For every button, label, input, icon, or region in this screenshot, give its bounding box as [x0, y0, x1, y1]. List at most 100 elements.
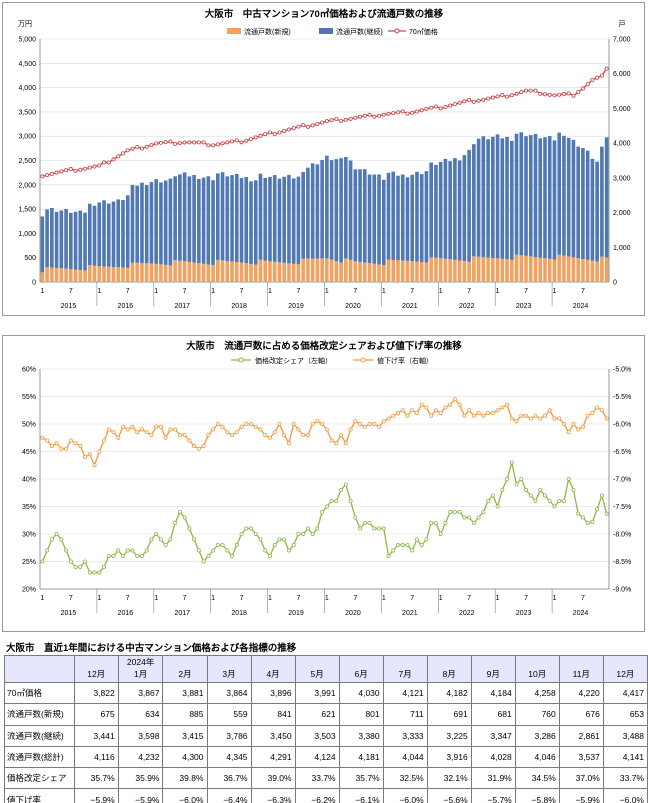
price-point [264, 133, 267, 136]
bar-new-listings [45, 267, 49, 282]
revision-share-point [254, 532, 257, 535]
markdown-rate-point [520, 414, 523, 417]
bar-continuing-listings [567, 138, 571, 257]
price-point [586, 83, 589, 86]
legend-swatch [227, 28, 241, 34]
price-point [74, 169, 77, 172]
left-tick-label: 4,000 [18, 85, 36, 92]
bar-continuing-listings [420, 174, 424, 262]
table-cell: 2,861 [559, 725, 603, 746]
left-tick-label: 20% [22, 587, 36, 594]
month-tick-label: 7 [581, 288, 585, 295]
price-point [60, 170, 63, 173]
month-tick-label: 1 [154, 595, 158, 602]
price-point [302, 124, 305, 127]
revision-share-point [358, 527, 361, 530]
bar-new-listings [159, 264, 163, 282]
markdown-rate-point [453, 398, 456, 401]
markdown-rate-point [529, 417, 532, 420]
table-month-header: 2月 [163, 656, 207, 683]
bar-new-listings [154, 264, 158, 282]
year-label: 2018 [231, 303, 247, 310]
markdown-rate-point [581, 425, 584, 428]
bar-new-listings [69, 269, 73, 282]
price-point [93, 165, 96, 168]
markdown-rate-point [411, 409, 414, 412]
bar-continuing-listings [74, 212, 78, 270]
bar-new-listings [482, 257, 486, 282]
table-cell: 4,046 [515, 746, 559, 767]
table-corner-cell [5, 656, 75, 683]
markdown-rate-point [240, 425, 243, 428]
price-point [401, 110, 404, 113]
bar-continuing-listings [311, 163, 315, 258]
table-cell: 35.7% [74, 768, 118, 789]
price-point [373, 115, 376, 118]
bar-new-listings [600, 257, 604, 282]
revision-share-point [562, 499, 565, 502]
bar-continuing-listings [159, 182, 163, 264]
bar-continuing-listings [197, 179, 201, 263]
table-cell: 885 [163, 704, 207, 725]
bar-continuing-listings [230, 175, 234, 261]
markdown-rate-point [216, 422, 219, 425]
table-cell: 33.7% [295, 768, 339, 789]
price-point [406, 112, 409, 115]
table-row-label: 価格改定シェア [5, 768, 75, 789]
markdown-rate-point [468, 409, 471, 412]
markdown-rate-point [145, 431, 148, 434]
month-tick-label: 1 [496, 595, 500, 602]
month-tick-label: 7 [183, 288, 187, 295]
month-tick-label: 1 [268, 595, 272, 602]
markdown-rate-point [278, 422, 281, 425]
bar-continuing-listings [387, 173, 391, 260]
table-cell: 675 [74, 704, 118, 725]
price-point [434, 105, 437, 108]
revision-share-point [586, 521, 589, 524]
bar-new-listings [529, 256, 533, 282]
revision-share-point [88, 571, 91, 574]
markdown-rate-point [586, 414, 589, 417]
bar-new-listings [145, 263, 149, 282]
right-tick-label: -9.0% [613, 587, 631, 594]
price-point [543, 93, 546, 96]
revision-share-point [235, 543, 238, 546]
year-label: 2019 [288, 610, 304, 617]
price-point [88, 166, 91, 169]
markdown-rate-point [183, 433, 186, 436]
markdown-rate-point [297, 428, 300, 431]
price-point [249, 137, 252, 140]
bar-new-listings [97, 266, 101, 282]
table-cell: 3,537 [559, 746, 603, 767]
bar-continuing-listings [368, 175, 372, 264]
revision-share-point [79, 565, 82, 568]
bar-new-listings [240, 262, 244, 282]
month-tick-label: 1 [211, 595, 215, 602]
markdown-rate-point [245, 422, 248, 425]
table-month-label: 6月 [355, 669, 368, 679]
markdown-rate-point [430, 414, 433, 417]
revision-share-point [439, 532, 442, 535]
bar-new-listings [93, 266, 97, 282]
month-tick-label: 7 [467, 595, 471, 602]
price-point [46, 174, 49, 177]
bar-continuing-listings [372, 174, 376, 263]
markdown-rate-point [425, 406, 428, 409]
price-point [150, 144, 153, 147]
table-cell: 4,116 [74, 746, 118, 767]
table-month-label: 11月 [573, 669, 590, 679]
bar-continuing-listings [576, 147, 580, 259]
bar-new-listings [254, 265, 258, 282]
markdown-rate-point [515, 420, 518, 423]
bar-new-listings [553, 260, 557, 282]
bar-continuing-listings [453, 158, 457, 260]
markdown-rate-point [406, 414, 409, 417]
price-point [472, 100, 475, 103]
bar-continuing-listings [69, 213, 73, 269]
year-label: 2018 [231, 610, 247, 617]
bar-continuing-listings [510, 141, 514, 260]
price-point [529, 89, 532, 92]
bar-new-listings [605, 257, 609, 282]
bar-new-listings [116, 267, 120, 282]
bar-new-listings [463, 261, 467, 282]
